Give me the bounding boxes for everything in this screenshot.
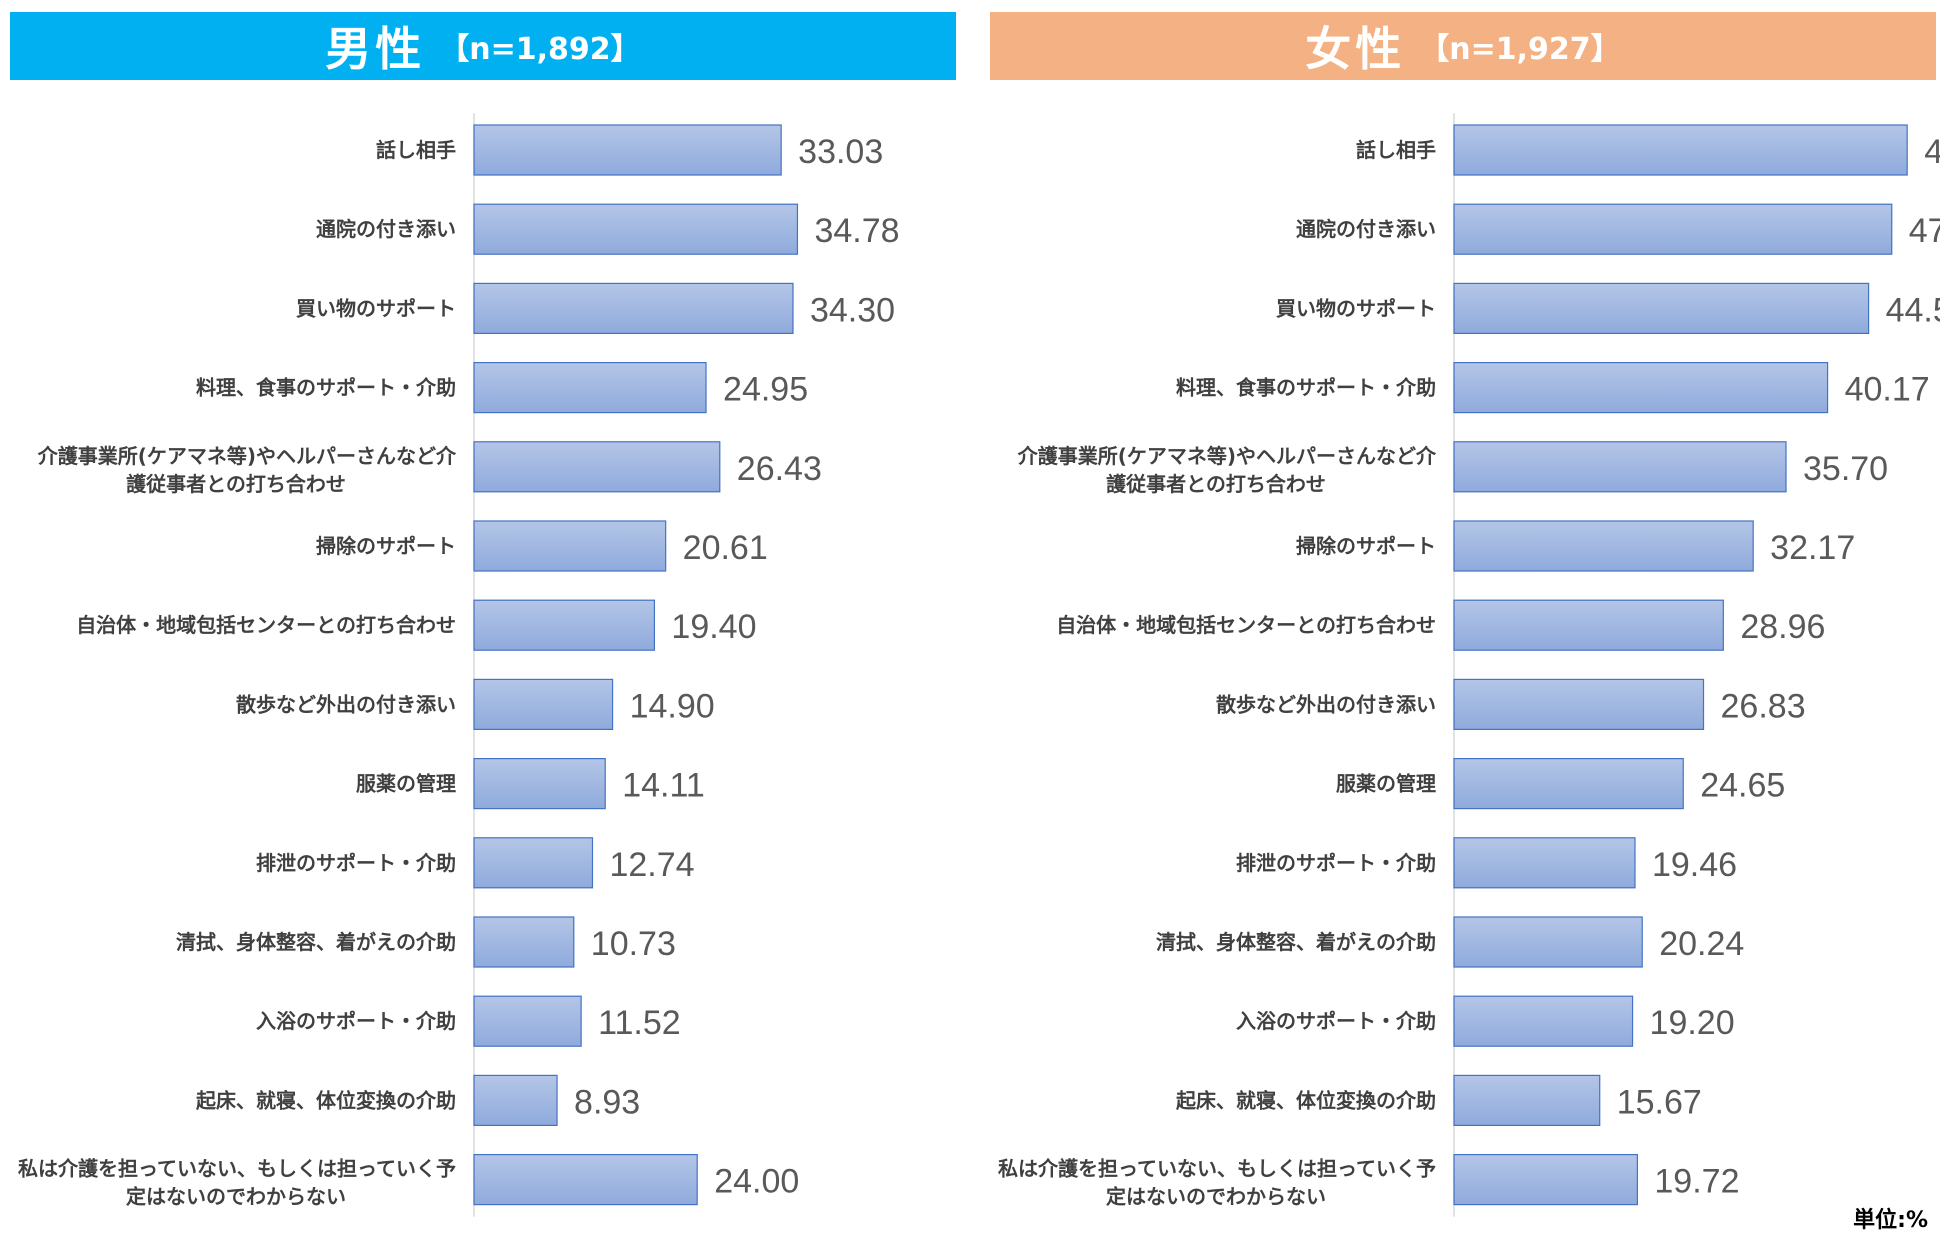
male-bar (473, 916, 575, 968)
female-bar (1453, 124, 1908, 176)
male-category-label: 掃除のサポート (316, 534, 456, 558)
male-category-label: 自治体・地域包括センターとの打ち合わせ (76, 613, 456, 637)
female-category-label: 起床、就寝、体位変換の介助 (1175, 1088, 1436, 1112)
female-value-label: 28.96 (1740, 608, 1825, 646)
male-category-label: 排泄のサポート・介助 (256, 851, 456, 875)
female-chart-panel: 女性 【n=1,927】 48.73 話し相手 47.07 通院の付き添い 44.58 買… (980, 0, 1940, 1246)
male-bar (473, 441, 721, 493)
female-bar (1453, 599, 1724, 651)
female-value-label: 40.17 (1845, 371, 1930, 409)
male-category-label: 入浴のサポート・介助 (256, 1009, 456, 1033)
female-value-label: 19.46 (1652, 846, 1737, 884)
male-value-label: 19.40 (671, 608, 756, 646)
female-value-label: 47.07 (1909, 212, 1940, 250)
female-category-label: 自治体・地域包括センターとの打ち合わせ (1056, 613, 1436, 637)
male-value-label: 33.03 (798, 133, 883, 171)
male-value-label: 26.43 (737, 450, 822, 488)
female-category-label: 話し相手 (1356, 138, 1436, 162)
male-bar (473, 282, 794, 334)
female-bar (1453, 441, 1787, 493)
female-category-label: 介護事業所(ケアマネ等)やヘルパーさんなど介 (1017, 444, 1437, 468)
female-category-label: 掃除のサポート (1296, 534, 1436, 558)
female-category-label: 護従事者との打ち合わせ (1106, 472, 1326, 496)
male-chart-panel: 男性 【n=1,892】 33.03 話し相手 34.78 通院の付き添い 34.30 買… (0, 0, 960, 1246)
male-value-label: 12.74 (609, 846, 694, 884)
male-category-label: 料理、食事のサポート・介助 (196, 376, 456, 400)
female-bar (1453, 362, 1829, 414)
female-chart-title: 女性 (1305, 22, 1406, 76)
female-bar (1453, 995, 1634, 1047)
male-category-label: 清拭、身体整容、着がえの介助 (176, 930, 456, 954)
female-bar (1453, 757, 1684, 810)
male-bar (473, 520, 667, 572)
male-value-label: 11.52 (598, 1004, 681, 1042)
female-category-label: 通院の付き添い (1296, 217, 1436, 241)
female-category-label: 買い物のサポート (1276, 296, 1436, 320)
female-value-label: 35.70 (1803, 450, 1888, 488)
male-value-label: 8.93 (574, 1083, 640, 1121)
male-chart-title: 男性 (325, 22, 426, 76)
male-bar (473, 124, 782, 176)
male-category-label: 私は介護を担っていない、もしくは担っていく予 (18, 1157, 456, 1181)
male-bar (473, 678, 614, 731)
male-bar (473, 1153, 698, 1206)
female-bar (1453, 837, 1636, 889)
male-bar (473, 362, 707, 414)
female-category-label: 料理、食事のサポート・介助 (1176, 376, 1436, 400)
male-sample-size: 【n=1,892】 (439, 32, 641, 67)
female-category-label: 入浴のサポート・介助 (1236, 1009, 1436, 1033)
female-category-label: 清拭、身体整容、着がえの介助 (1156, 930, 1436, 954)
male-bar (473, 757, 606, 810)
male-category-label: 服薬の管理 (356, 772, 456, 796)
female-bar (1453, 916, 1643, 968)
male-bar (473, 1074, 558, 1127)
male-category-label: 買い物のサポート (296, 296, 456, 320)
unit-label: 単位:% (1853, 1208, 1928, 1233)
male-bar (473, 203, 799, 255)
female-category-label: 私は介護を担っていない、もしくは担っていく予 (998, 1157, 1436, 1181)
female-sample-size: 【n=1,927】 (1419, 32, 1621, 67)
female-bar (1453, 520, 1754, 572)
female-chart-header: 女性 【n=1,927】 (990, 12, 1936, 80)
male-bar (473, 599, 656, 651)
male-category-label: 散歩など外出の付き添い (236, 692, 456, 716)
male-value-label: 14.11 (622, 767, 705, 805)
female-value-label: 19.20 (1650, 1004, 1735, 1042)
female-bar-chart: 48.73 話し相手 47.07 通院の付き添い 44.58 買い物のサポート 40.17 料… (998, 113, 1940, 1217)
male-value-label: 24.00 (714, 1163, 799, 1201)
female-category-label: 定はないのでわからない (1106, 1185, 1326, 1209)
male-value-label: 20.61 (683, 529, 768, 567)
female-bar (1453, 1074, 1601, 1127)
female-bar (1453, 1153, 1638, 1206)
female-value-label: 20.24 (1659, 925, 1744, 963)
female-category-label: 散歩など外出の付き添い (1216, 692, 1436, 716)
male-category-label: 話し相手 (376, 138, 456, 162)
female-value-label: 48.73 (1924, 133, 1940, 171)
male-value-label: 34.30 (810, 291, 895, 329)
male-value-label: 10.73 (591, 925, 676, 963)
female-category-label: 服薬の管理 (1336, 772, 1436, 796)
male-value-label: 34.78 (814, 212, 899, 250)
male-category-label: 定はないのでわからない (126, 1185, 346, 1209)
male-bar-chart: 33.03 話し相手 34.78 通院の付き添い 34.30 買い物のサポート 24.95 料… (18, 113, 900, 1217)
female-category-label: 排泄のサポート・介助 (1236, 851, 1436, 875)
male-chart-header: 男性 【n=1,892】 (10, 12, 956, 80)
female-value-label: 32.17 (1770, 529, 1855, 567)
male-bar (473, 995, 582, 1047)
female-bar (1453, 282, 1870, 334)
female-value-label: 19.72 (1654, 1163, 1739, 1201)
male-value-label: 14.90 (630, 687, 715, 725)
male-value-label: 24.95 (723, 371, 808, 409)
male-category-label: 介護事業所(ケアマネ等)やヘルパーさんなど介 (37, 444, 457, 468)
female-value-label: 44.58 (1886, 291, 1940, 329)
female-value-label: 26.83 (1721, 687, 1806, 725)
male-category-label: 起床、就寝、体位変換の介助 (195, 1088, 456, 1112)
male-category-label: 通院の付き添い (316, 217, 456, 241)
female-bar (1453, 678, 1705, 731)
female-value-label: 24.65 (1700, 767, 1785, 805)
female-value-label: 15.67 (1617, 1083, 1702, 1121)
female-bar (1453, 203, 1893, 255)
male-category-label: 護従事者との打ち合わせ (126, 472, 346, 496)
male-bar (473, 837, 594, 889)
